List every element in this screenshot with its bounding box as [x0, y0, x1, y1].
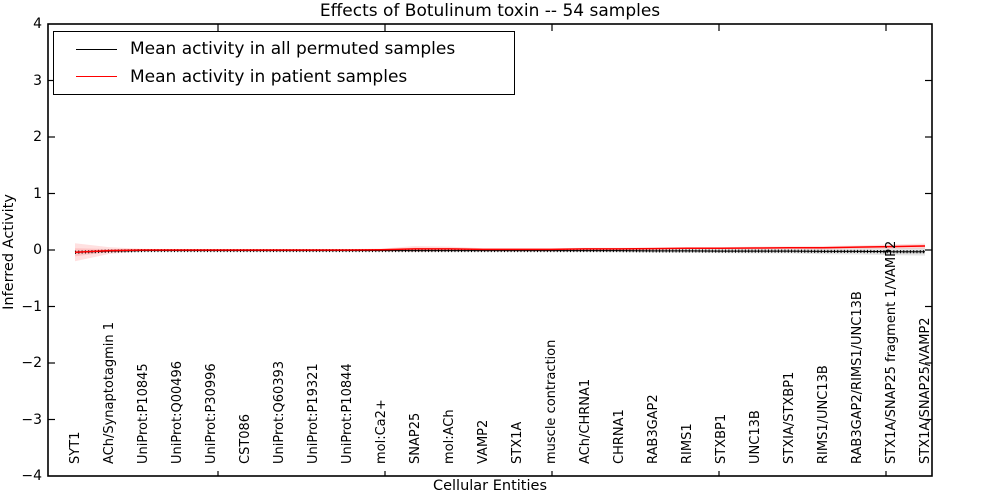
x-tick-label: SYT1: [68, 431, 83, 464]
legend-line-red-icon: [76, 76, 117, 78]
legend-item-patient: Mean activity in patient samples: [54, 67, 514, 87]
x-tick-label: STX1A: [510, 421, 525, 464]
x-tick-label: mol:ACh: [442, 409, 457, 464]
x-tick-label: ACh/Synaptotagmin 1: [102, 321, 117, 464]
y-tick-label: 3: [33, 72, 42, 89]
x-tick-label: CHRNA1: [612, 409, 627, 464]
y-tick-label: 4: [33, 16, 42, 32]
x-axis-label: Cellular Entities: [432, 478, 548, 494]
x-tick-label: SNAP25: [408, 412, 423, 464]
x-tick-label: RIMS1/UNC13B: [816, 365, 831, 464]
legend: Mean activity in all permuted samples Me…: [53, 31, 515, 95]
x-tick-label: STX1A/SNAP25 fragment 1/VAMP2: [884, 240, 899, 464]
x-tick-label: UniProt:P10844: [340, 363, 355, 464]
x-tick-label: muscle contraction: [544, 339, 559, 464]
y-tick-label: 0: [33, 242, 42, 258]
x-tick-label: UniProt:P30996: [204, 363, 219, 464]
y-tick-label: −1: [21, 298, 42, 315]
x-tick-label: UniProt:Q60393: [272, 360, 287, 464]
x-tick-label: CST086: [238, 413, 253, 464]
x-tick-label: RIMS1: [680, 423, 695, 464]
x-tick-label: UniProt:Q00496: [170, 360, 185, 464]
x-tick-label: mol:Ca2+: [374, 399, 389, 464]
x-tick-label: RAB3GAP2: [646, 394, 661, 464]
patient-mean-line: [74, 245, 926, 254]
x-tick-label: ACh/CHRNA1: [578, 378, 593, 464]
x-tick-label: UNC13B: [748, 410, 763, 464]
legend-label-patient: Mean activity in patient samples: [130, 66, 408, 87]
x-tick-label: STXIA/STXBP1: [782, 371, 797, 464]
y-tick-label: −3: [21, 411, 42, 428]
x-tick-label: UniProt:P10845: [136, 363, 151, 464]
y-tick-label: −2: [21, 355, 42, 371]
y-tick-label: −4: [21, 468, 42, 484]
x-tick-label: STX1A/SNAP25/VAMP2: [918, 317, 933, 464]
chart-title: Effects of Botulinum toxin -- 54 samples: [319, 1, 661, 21]
y-tick-label: 1: [33, 185, 42, 202]
legend-line-black-icon: [76, 48, 117, 50]
x-tick-label: UniProt:P19321: [306, 363, 321, 464]
x-tick-label: RAB3GAP2/RIMS1/UNC13B: [850, 291, 865, 464]
x-tick-label: STXBP1: [714, 413, 729, 464]
legend-item-permuted: Mean activity in all permuted samples: [54, 39, 514, 59]
y-tick-label: 2: [33, 129, 42, 145]
x-tick-label: VAMP2: [476, 419, 491, 464]
legend-label-permuted: Mean activity in all permuted samples: [130, 39, 456, 60]
